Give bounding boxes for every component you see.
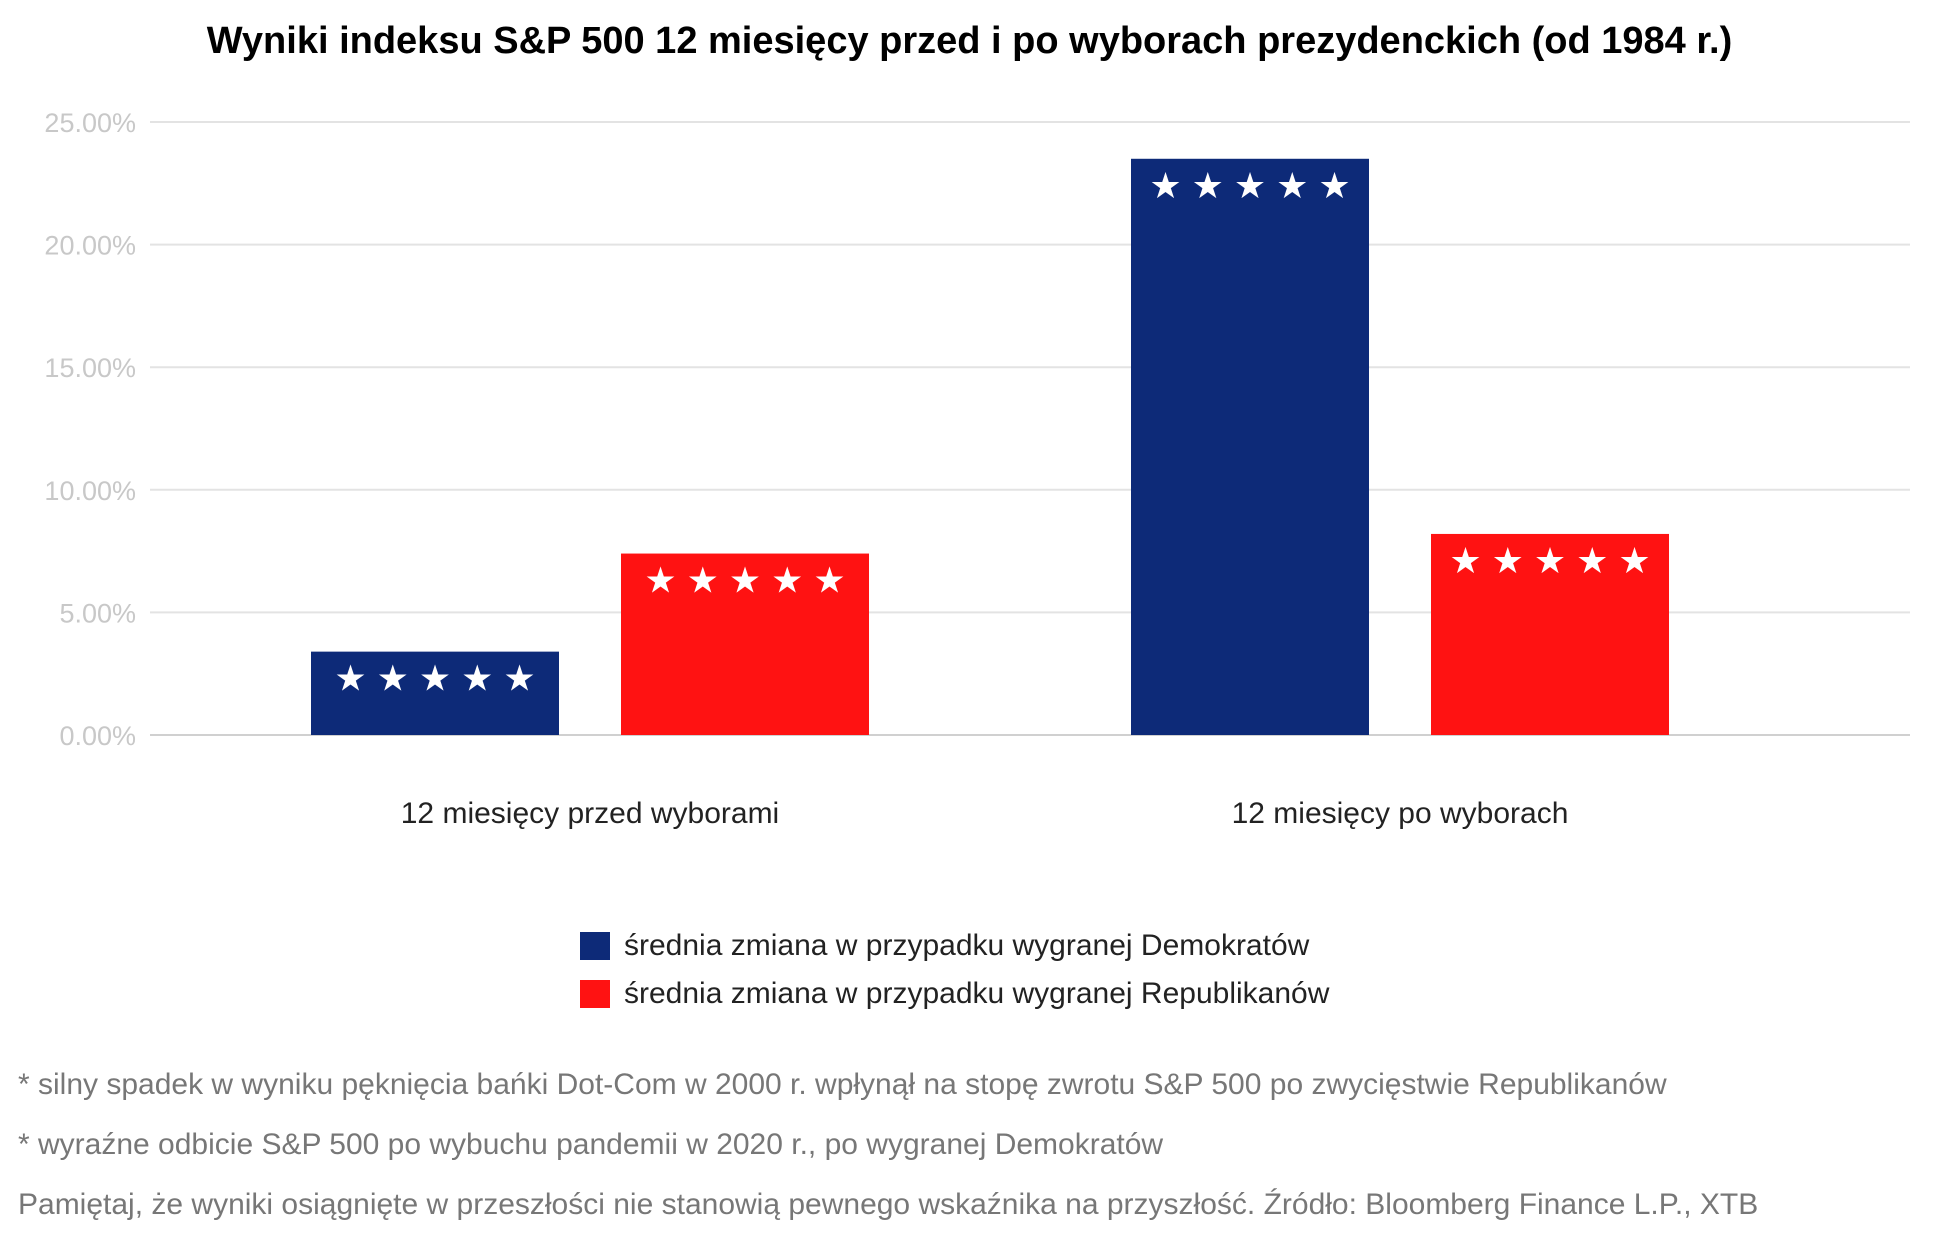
x-category-label: 12 miesięcy po wyborach — [1232, 797, 1569, 830]
bar — [311, 651, 559, 735]
y-tick-label: 0.00% — [59, 721, 136, 751]
legend-label-democrats: średnia zmiana w przypadku wygranej Demo… — [624, 929, 1310, 962]
footnote-pandemic: * wyraźne odbicie S&P 500 po wybuchu pan… — [18, 1128, 1164, 1161]
bar — [1431, 533, 1669, 735]
bar-stars-label: ★ ★ ★ ★ ★ — [1449, 540, 1650, 581]
y-tick-label: 5.00% — [59, 598, 136, 628]
legend: średnia zmiana w przypadku wygranej Demo… — [580, 922, 1329, 1018]
bar — [621, 553, 869, 735]
x-category-label: 12 miesięcy przed wyborami — [401, 797, 779, 830]
legend-swatch-republicans — [580, 980, 610, 1008]
y-tick-label: 25.00% — [44, 108, 136, 138]
footnote-dotcom: * silny spadek w wyniku pęknięcia bańki … — [18, 1068, 1667, 1101]
footnotes: * silny spadek w wyniku pęknięcia bańki … — [18, 1068, 1758, 1248]
chart-title: Wyniki indeksu S&P 500 12 miesięcy przed… — [206, 20, 1733, 62]
legend-swatch-democrats — [580, 932, 610, 960]
legend-item-democrats: średnia zmiana w przypadku wygranej Demo… — [580, 922, 1329, 970]
bar-stars-label: ★ ★ ★ ★ ★ — [644, 560, 845, 601]
legend-label-republicans: średnia zmiana w przypadku wygranej Repu… — [624, 977, 1330, 1010]
y-tick-label: 10.00% — [44, 476, 136, 506]
bar-chart: 0.00% 5.00% 10.00% 15.00% 20.00% 25.00% 12 mie… — [44, 108, 1910, 830]
bar-stars-label: ★ ★ ★ ★ ★ — [1149, 165, 1350, 206]
bar-stars-label: ★ ★ ★ ★ ★ — [334, 658, 535, 699]
y-tick-label: 15.00% — [44, 353, 136, 383]
y-tick-label: 20.00% — [44, 231, 136, 261]
bar — [1131, 158, 1369, 735]
footnote-disclaimer: Pamiętaj, że wyniki osiągnięte w przeszł… — [18, 1188, 1759, 1221]
legend-item-republicans: średnia zmiana w przypadku wygranej Repu… — [580, 970, 1329, 1018]
